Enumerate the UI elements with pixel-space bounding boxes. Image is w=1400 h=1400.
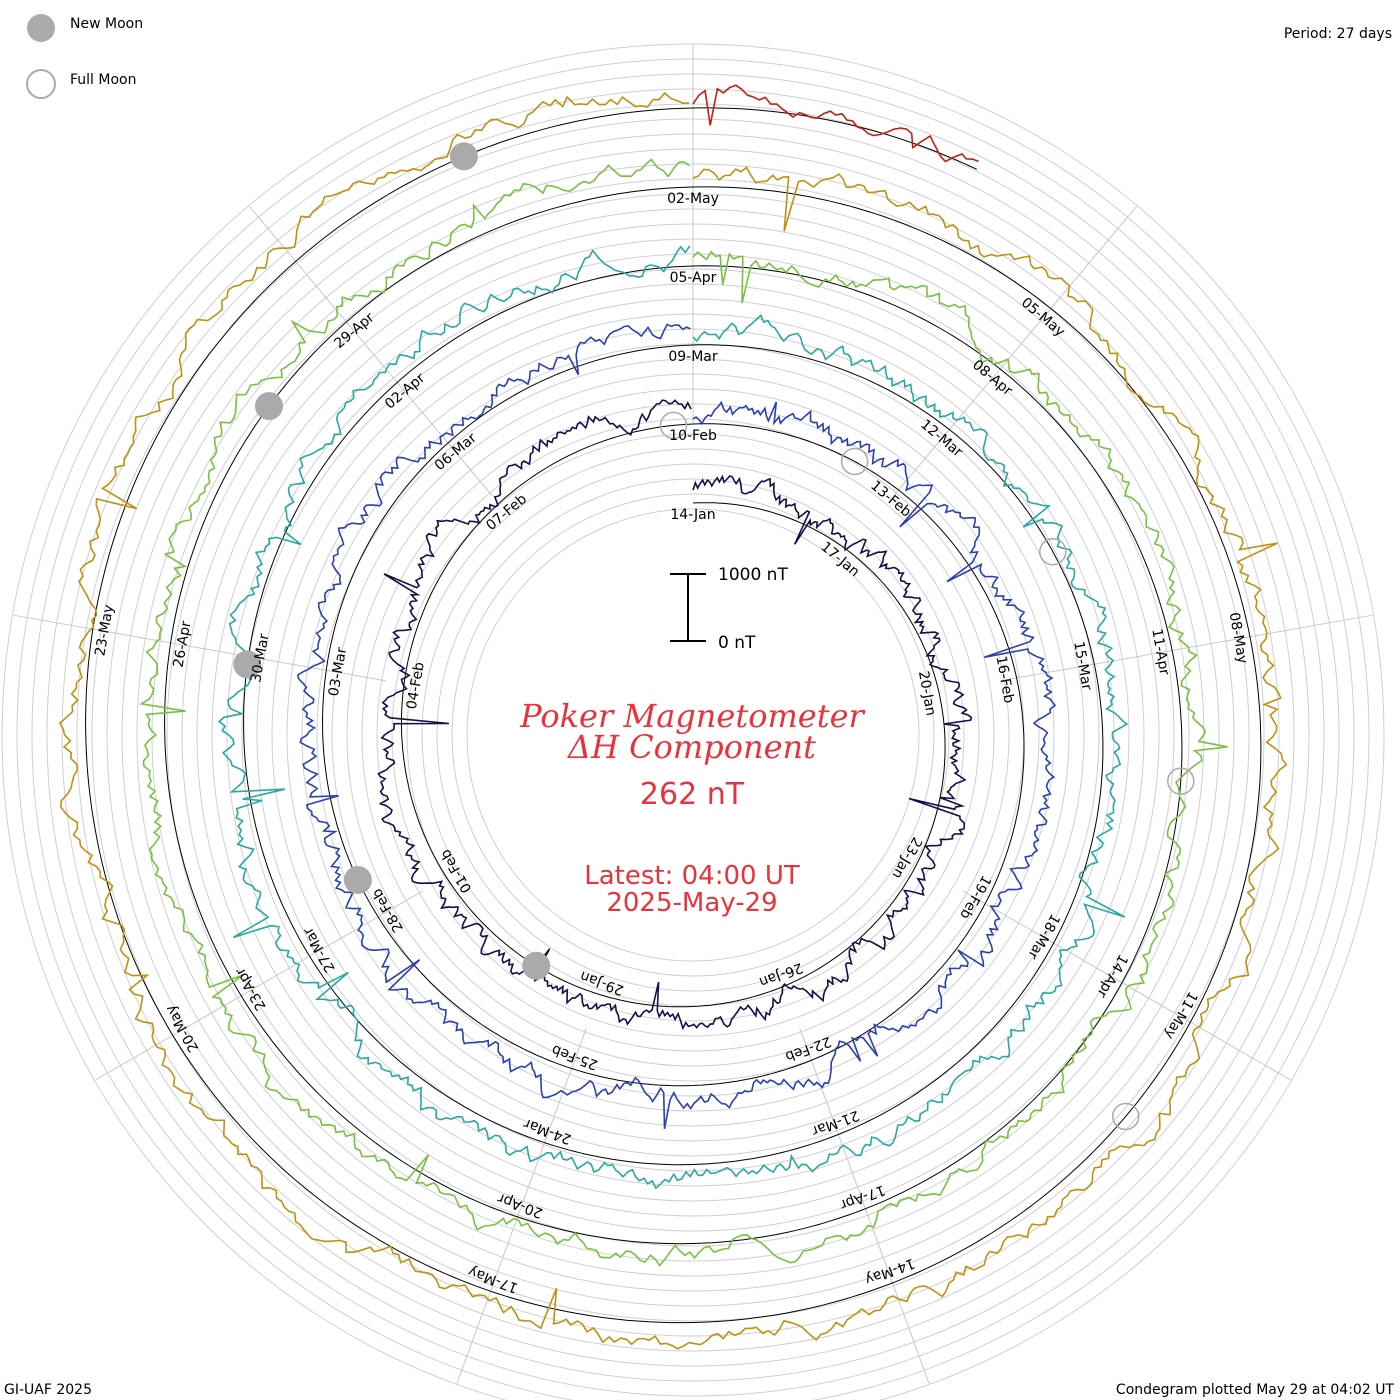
full-moon-marker <box>840 447 869 476</box>
grid-ring <box>436 478 950 992</box>
new-moon-marker <box>255 392 283 421</box>
new-moon-legend-label: New Moon <box>70 16 143 32</box>
new-moon-legend-icon <box>27 14 55 42</box>
full-moon-legend-icon <box>26 69 56 99</box>
chart-subtitle: ΔH Component <box>566 728 816 766</box>
date-tick-label: 17-Apr <box>838 1181 888 1212</box>
scale-bar-bottom-label: 0 nT <box>718 633 756 653</box>
date-tick-label: 14-Jan <box>670 507 715 523</box>
series-line-5 <box>692 84 979 163</box>
grid-ring <box>466 508 920 962</box>
grid-spoke <box>13 614 386 682</box>
new-moon-marker <box>233 650 262 679</box>
date-tick-label: 22-Feb <box>783 1033 833 1065</box>
date-tick-label: 08-May <box>1226 611 1251 665</box>
grid-spoke <box>893 206 1137 497</box>
footer-credit: GI-UAF 2025 <box>4 1382 92 1398</box>
series-line-1 <box>296 323 1057 1129</box>
full-moon-marker <box>1167 767 1195 795</box>
grid-spoke <box>249 206 493 497</box>
series-line-3 <box>139 158 1228 1267</box>
grid-spoke <box>1000 614 1373 682</box>
scale-bar-top-label: 1000 nT <box>718 565 788 585</box>
date-tick-label: 28-Feb <box>369 885 407 934</box>
series-line-0 <box>377 399 973 1031</box>
new-moon-marker <box>343 866 372 894</box>
grid-spoke <box>456 1028 587 1384</box>
series-line-4 <box>58 91 1288 1350</box>
grid-ring <box>406 448 980 1022</box>
grid-ring <box>391 433 995 1037</box>
date-tick-label: 21-Mar <box>809 1107 861 1139</box>
date-tick-label: 09-Mar <box>668 349 718 365</box>
date-tick-label: 23-Jan <box>888 834 924 881</box>
new-moon-marker <box>449 142 478 171</box>
date-tick-label: 29-Jan <box>578 967 626 998</box>
date-tick-label: 24-Mar <box>522 1115 574 1147</box>
period-label: Period: 27 days <box>1284 26 1392 42</box>
date-tick-label: 14-May <box>863 1255 917 1288</box>
date-tick-label: 10-Feb <box>669 428 717 444</box>
date-tick-label: 05-Apr <box>670 270 717 286</box>
grid-spokes <box>13 45 1373 1384</box>
date-tick-label: 26-Apr <box>171 620 195 669</box>
date-tick-label: 25-Feb <box>550 1041 600 1073</box>
chart-title: Poker Magnetometer <box>519 697 865 735</box>
moon-markers <box>233 142 1195 1131</box>
grid-ring <box>451 493 935 977</box>
date-tick-label: 02-Apr <box>382 370 428 412</box>
date-tick-label: 20-Jan <box>915 670 939 717</box>
full-moon-marker <box>1111 1102 1140 1131</box>
series-line-2 <box>217 245 1129 1190</box>
date-tick-label: 29-Apr <box>331 310 377 352</box>
footer-timestamp: Condegram plotted May 29 at 04:02 UT <box>1116 1382 1395 1398</box>
date-tick-label: 03-Mar <box>326 646 350 698</box>
grid-ring <box>1 43 1385 1400</box>
date-tick-label: 17-May <box>466 1263 520 1296</box>
latest-time: Latest: 04:00 UT <box>584 861 800 891</box>
baseline-spiral <box>85 107 1262 1324</box>
date-tick-label: 02-May <box>667 191 719 207</box>
latest-date: 2025-May-29 <box>606 888 777 918</box>
full-moon-legend-label: Full Moon <box>70 72 136 88</box>
date-tick-label: 23-Apr <box>232 964 269 1013</box>
grid-spoke <box>95 890 424 1081</box>
new-moon-marker <box>522 951 551 980</box>
full-moon-marker <box>1039 537 1067 566</box>
current-value: 262 nT <box>640 777 745 812</box>
series-lines <box>58 84 1288 1350</box>
full-moon-marker <box>659 411 688 440</box>
grid-spoke <box>962 890 1291 1081</box>
baseline-path <box>85 107 1262 1324</box>
